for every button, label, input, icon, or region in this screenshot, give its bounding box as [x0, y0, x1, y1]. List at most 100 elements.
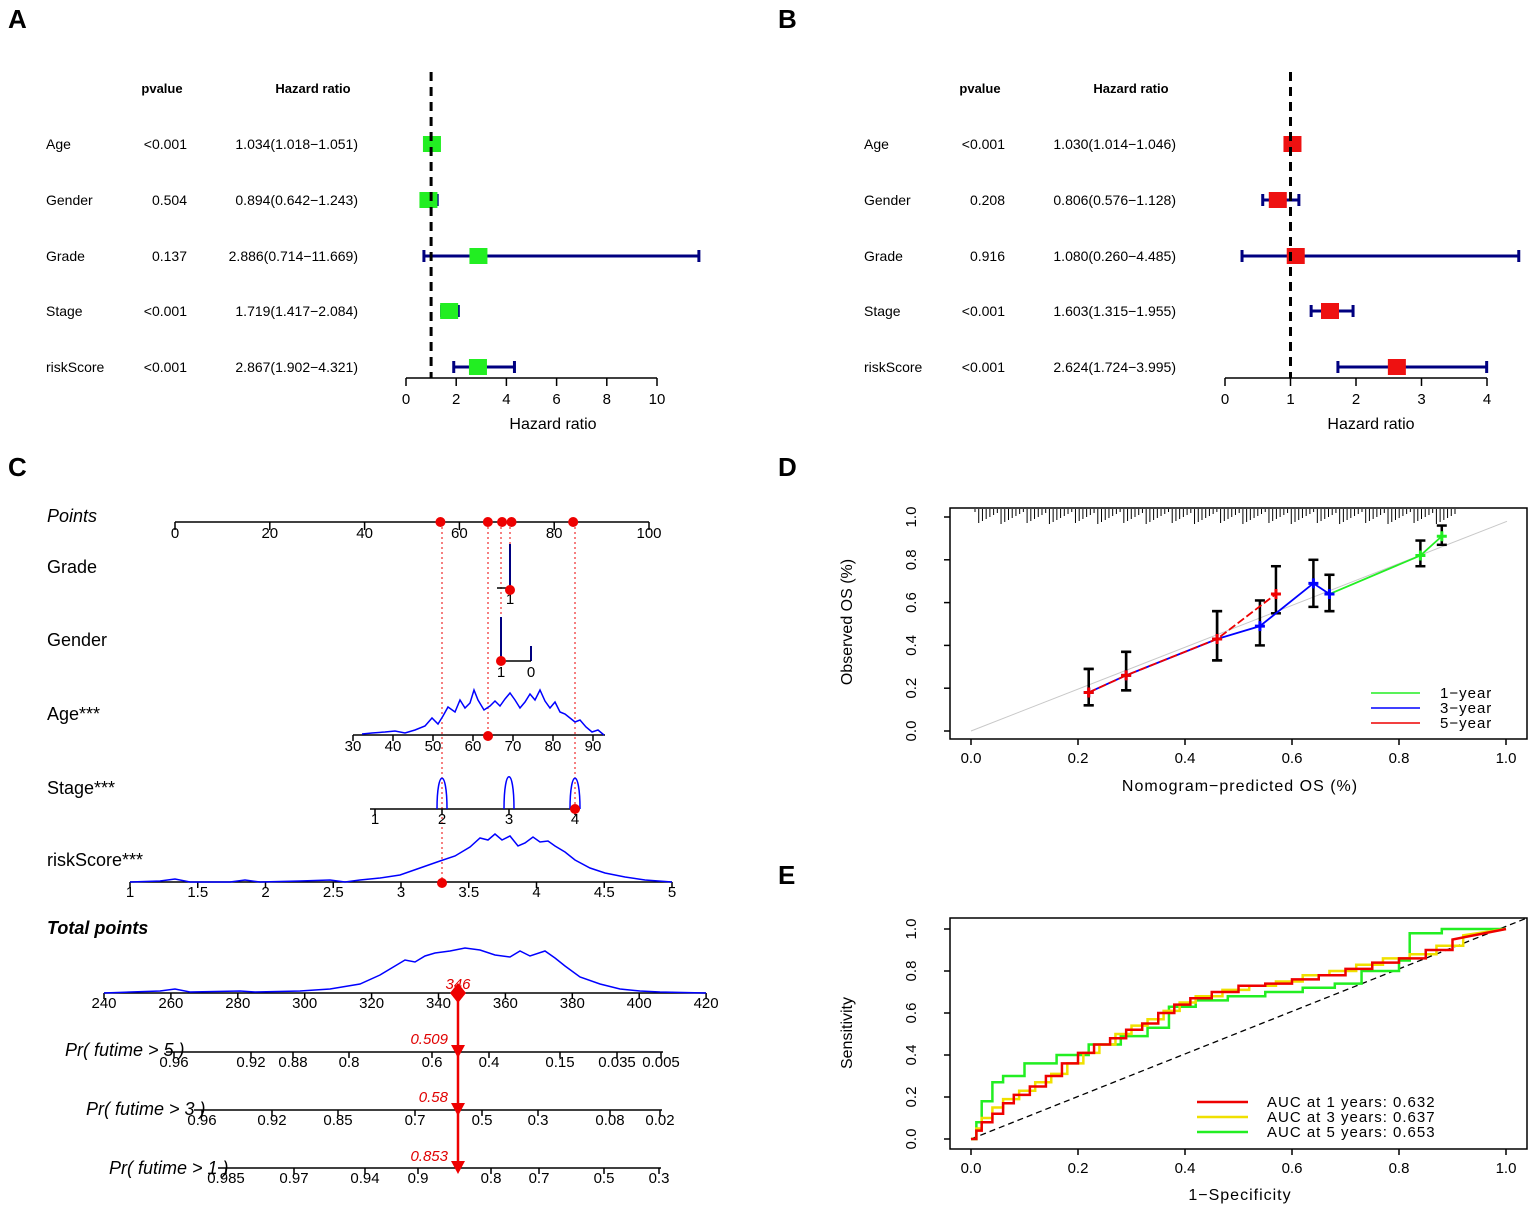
- calibration-plot: Nomogram−predicted OS (%) Observed OS (%…: [839, 507, 1528, 795]
- pr1-tick-label: 0.9: [408, 1170, 429, 1187]
- forest-plot-b: pvalue Hazard ratio Hazard ratio Age <0.0…: [864, 72, 1521, 433]
- total-points-diamond: [450, 983, 466, 1003]
- row-name-stage: Stage: [46, 303, 83, 319]
- row-name-age: Age: [864, 136, 889, 152]
- x-tick-label: 0.8: [1389, 750, 1410, 767]
- y-tick-label: 0.2: [903, 1087, 920, 1108]
- points-tick-label: 100: [636, 525, 661, 542]
- hr-marker: [469, 248, 488, 264]
- points-tick-label: 60: [451, 525, 468, 542]
- row-pvalue: <0.001: [962, 359, 1005, 375]
- gender-label: Gender: [47, 630, 107, 650]
- panel-label-d: D: [778, 452, 797, 482]
- stage-density-peak: [569, 777, 581, 810]
- hr-marker: [1283, 136, 1302, 152]
- x-tick-label: 0.8: [1389, 1160, 1410, 1177]
- x-tick-label: 2: [1352, 391, 1360, 408]
- row-hazard-ratio: 1.080(0.260−4.485): [1053, 248, 1176, 264]
- stage-label: Stage***: [47, 778, 115, 798]
- pr3-tick-label: 0.5: [472, 1112, 493, 1129]
- pr3-value: 0.58: [419, 1089, 449, 1106]
- y-tick-label: 0.6: [903, 592, 920, 613]
- y-tick-label: 0.4: [903, 635, 920, 656]
- pr5-tick-label: 0.8: [339, 1054, 360, 1071]
- y-tick-label: 1.0: [903, 919, 920, 940]
- gender-tick-label: 0: [527, 664, 535, 681]
- x-tick-label: 4: [502, 391, 510, 408]
- stage-marker: [570, 804, 580, 814]
- roc-curve-1: [971, 927, 1507, 1141]
- x-tick-label: 4: [1483, 391, 1491, 408]
- series-point: [1254, 621, 1265, 632]
- total-points-tick-label: 340: [426, 995, 451, 1012]
- ideal-diagonal: [970, 520, 1508, 732]
- pr1-value: 0.853: [410, 1148, 448, 1165]
- points-marker: [506, 517, 517, 527]
- y-tick-label: 0.0: [903, 1129, 920, 1150]
- x-axis-title: Hazard ratio: [1327, 416, 1414, 433]
- y-tick-label: 1.0: [903, 507, 920, 528]
- panel-label-c: C: [8, 452, 27, 482]
- pr1-tick-label: 0.97: [279, 1170, 308, 1187]
- y-tick-label: 0.8: [903, 549, 920, 570]
- total-points-label: Total points: [47, 918, 148, 938]
- hr-marker: [468, 359, 487, 375]
- age-tick-label: 30: [345, 738, 362, 755]
- riskscore-density: [129, 833, 673, 883]
- series-point: [1212, 633, 1223, 644]
- legend-label: AUC at 5 years: 0.653: [1267, 1124, 1436, 1141]
- age-tick-label: 50: [425, 738, 442, 755]
- y-tick-label: 0.6: [903, 1003, 920, 1024]
- riskscore-tick-label: 1.5: [187, 884, 208, 901]
- age-tick-label: 60: [465, 738, 482, 755]
- y-axis-title: Sensitivity: [839, 997, 856, 1069]
- row-hazard-ratio: 1.034(1.018−1.051): [235, 136, 358, 152]
- x-tick-label: 1.0: [1496, 1160, 1517, 1177]
- total-points-tick-label: 300: [292, 995, 317, 1012]
- x-tick-label: 3: [1417, 391, 1425, 408]
- points-marker: [435, 517, 446, 527]
- x-tick-label: 0.2: [1068, 1160, 1089, 1177]
- plot-frame: [949, 917, 1528, 1150]
- x-tick-label: 0: [1221, 391, 1229, 408]
- row-pvalue: <0.001: [144, 136, 187, 152]
- riskscore-tick-label: 1: [126, 884, 134, 901]
- riskscore-tick-label: 4.5: [594, 884, 615, 901]
- age-density: [361, 687, 605, 736]
- points-tick-label: 80: [546, 525, 563, 542]
- row-pvalue: <0.001: [962, 303, 1005, 319]
- panel-label-a: A: [8, 4, 27, 34]
- y-tick-label: 0.2: [903, 678, 920, 699]
- x-tick-label: 0.4: [1175, 1160, 1196, 1177]
- hr-marker: [1320, 303, 1339, 319]
- pr5-tick-label: 0.6: [422, 1054, 443, 1071]
- row-pvalue: <0.001: [144, 303, 187, 319]
- series-point: [1436, 531, 1447, 542]
- x-tick-label: 0.6: [1282, 1160, 1303, 1177]
- row-pvalue: 0.504: [152, 192, 187, 208]
- stage-tick-label: 1: [371, 811, 379, 828]
- legend-label: 1−year: [1440, 685, 1492, 702]
- legend-label: 3−year: [1440, 700, 1492, 717]
- y-tick-label: 0.0: [903, 721, 920, 742]
- row-name-grade: Grade: [46, 248, 85, 264]
- hr-marker: [419, 192, 438, 208]
- x-tick-label: 6: [552, 391, 560, 408]
- x-axis-title: 1−Specificity: [1188, 1187, 1291, 1204]
- probability-arrow: [451, 1045, 465, 1058]
- row-pvalue: 0.916: [970, 248, 1005, 264]
- pr5-label: Pr( futime > 5 ): [65, 1040, 185, 1060]
- stage-tick-label: 2: [438, 811, 446, 828]
- forest-plot-a: pvalue Hazard ratio Hazard ratio Age <0.0…: [46, 72, 701, 433]
- row-hazard-ratio: 0.806(0.576−1.128): [1053, 192, 1176, 208]
- legend-label: 5−year: [1440, 715, 1492, 732]
- age-tick-label: 70: [505, 738, 522, 755]
- points-tick-label: 20: [261, 525, 278, 542]
- age-tick-label: 90: [585, 738, 602, 755]
- pr3-tick-label: 0.96: [187, 1112, 216, 1129]
- row-pvalue: 0.208: [970, 192, 1005, 208]
- total-points-tick-label: 280: [225, 995, 250, 1012]
- nomogram: Points Grade Gender Age*** Stage*** risk…: [47, 506, 719, 1187]
- pr5-tick-label: 0.88: [278, 1054, 307, 1071]
- row-hazard-ratio: 1.030(1.014−1.046): [1053, 136, 1176, 152]
